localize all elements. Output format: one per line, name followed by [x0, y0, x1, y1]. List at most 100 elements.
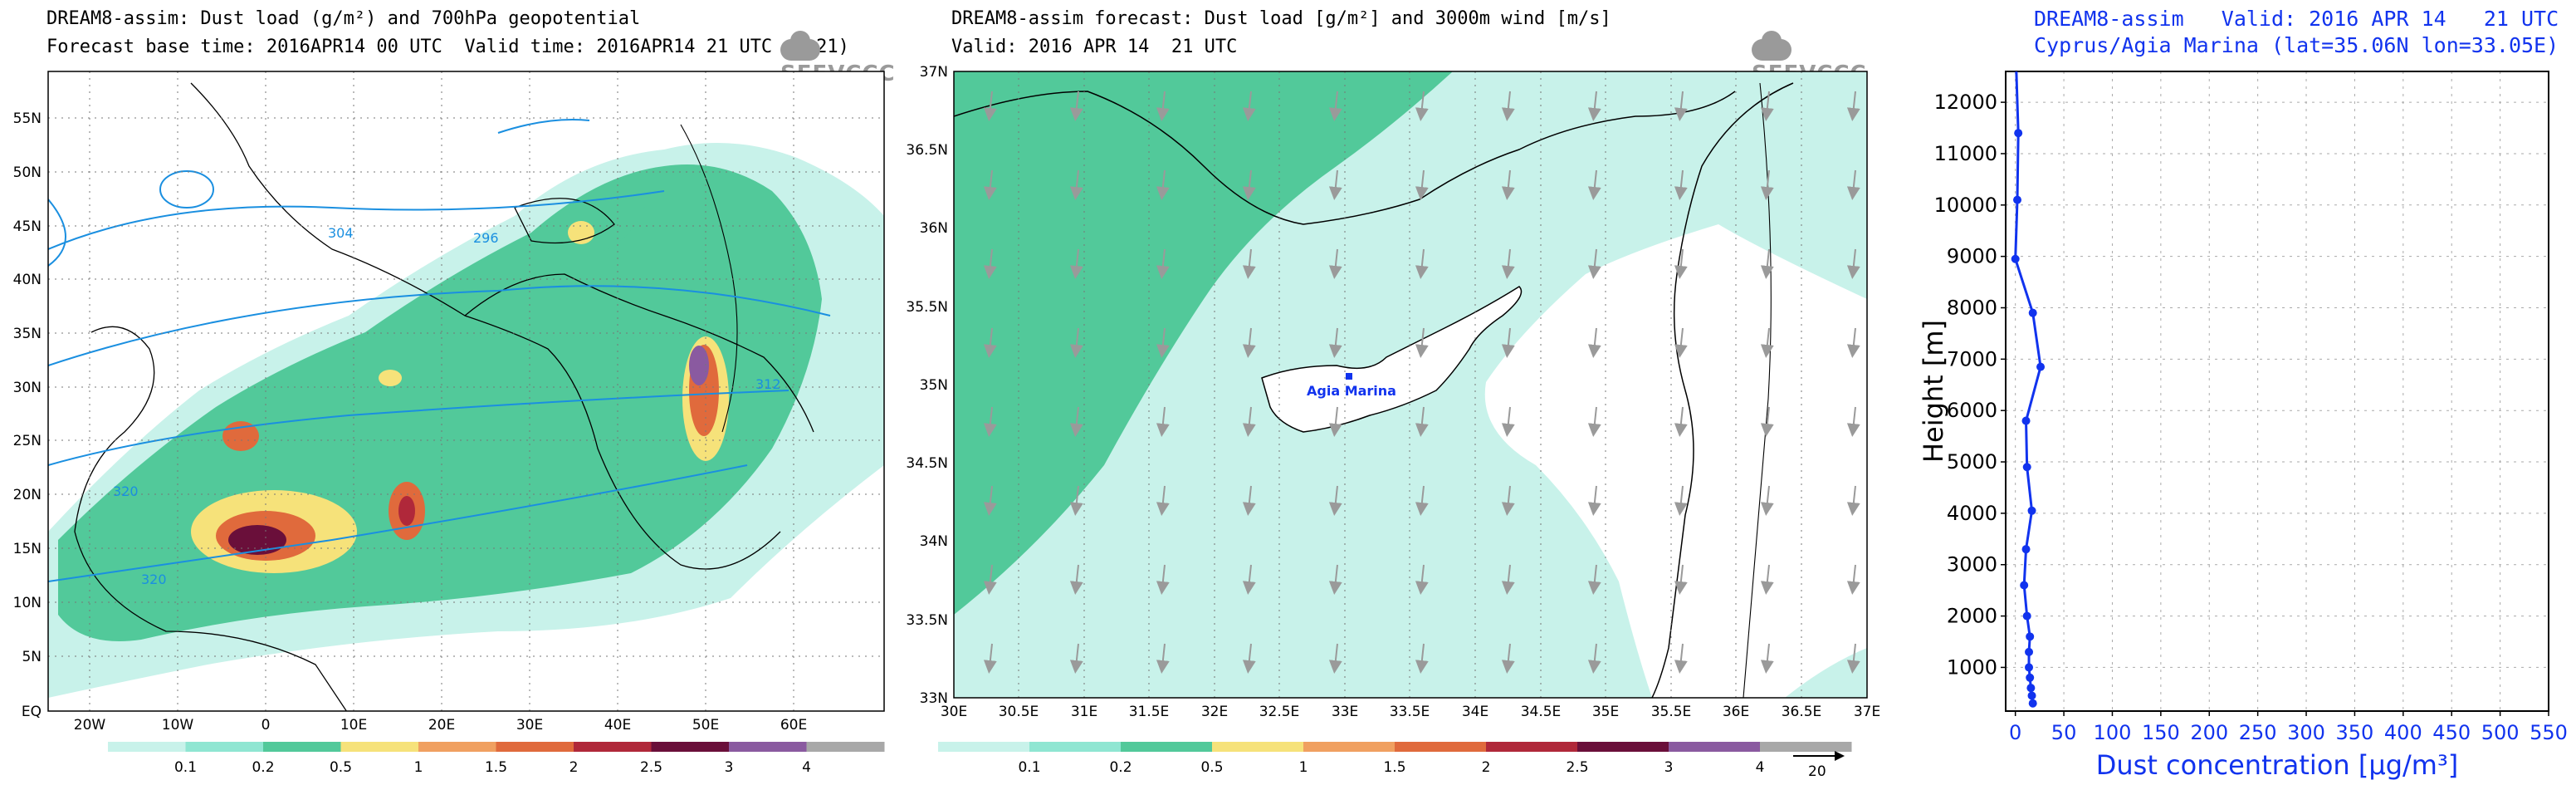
panel-cyprus-map: DREAM8-assim forecast: Dust load [g/m²] … — [905, 0, 1884, 785]
colorbar-segment — [1577, 742, 1669, 752]
wind-arrow — [1846, 643, 1860, 674]
y-tick-label: 2000 — [1947, 605, 1997, 628]
wind-arrow — [1846, 169, 1860, 200]
profile-plot-frame — [2005, 71, 2549, 712]
colorbar-label: 4 — [802, 759, 811, 776]
y-tick-label: 3000 — [1947, 553, 1997, 576]
wind-arrow — [1674, 485, 1688, 516]
wind-arrow — [1501, 327, 1515, 358]
wind-arrow — [983, 248, 997, 279]
colorbar-segment — [1303, 742, 1396, 752]
profile-point — [2036, 362, 2046, 371]
colorbar-label: 0.5 — [1200, 759, 1223, 776]
lat-tick: 35N — [920, 377, 948, 394]
panel-vertical-profile: DREAM8-assim Valid: 2016 APR 14 21 UTC C… — [1901, 0, 2576, 785]
wind-arrow — [1242, 248, 1256, 279]
wind-arrow — [1069, 91, 1083, 121]
profile-point — [2027, 691, 2036, 700]
wind-reference-label: 20 — [1808, 763, 1826, 780]
lon-tick: 30E — [941, 704, 967, 720]
contour-label: 320 — [141, 572, 167, 587]
wind-arrow — [983, 485, 997, 516]
x-tick-label: 400 — [2384, 721, 2422, 744]
wind-arrow — [1587, 406, 1601, 437]
colorbar-segment — [806, 742, 885, 752]
lon-tick: 32.5E — [1259, 704, 1300, 720]
colorbar-segment — [651, 742, 730, 752]
lat-tick: 36.5N — [906, 142, 948, 159]
lat-tick: 40N — [13, 272, 42, 288]
cyprus-coastline — [1261, 286, 1523, 433]
wind-arrow — [1415, 248, 1429, 279]
wind-arrow — [1846, 327, 1860, 358]
wind-arrow — [1760, 485, 1774, 516]
wind-arrow — [983, 406, 997, 437]
wind-arrow — [1069, 485, 1083, 516]
y-tick-label: 12000 — [1934, 91, 1997, 114]
wind-arrow — [1242, 169, 1256, 200]
x-tick-label: 300 — [2287, 721, 2325, 744]
lat-tick: 50N — [13, 164, 42, 181]
lon-tick: 37E — [1854, 704, 1880, 720]
lat-tick: 33.5N — [906, 612, 948, 629]
wind-arrow — [1674, 564, 1688, 595]
y-tick-label: 7000 — [1947, 347, 1997, 370]
wind-arrow — [1760, 643, 1774, 674]
y-tick-label: 5000 — [1947, 450, 1997, 473]
profile-point — [2020, 581, 2029, 590]
profile-point — [2028, 308, 2037, 317]
colorbar-segment — [418, 742, 496, 752]
wind-arrow — [1760, 248, 1774, 279]
lon-tick: 34E — [1462, 704, 1488, 720]
lon-tick: 35E — [1592, 704, 1619, 720]
lon-tick: 10E — [340, 717, 367, 733]
lon-tick: 36.5E — [1782, 704, 1822, 720]
wind-reference-vector: 20 — [1793, 751, 1845, 780]
wind-arrow — [1587, 169, 1601, 200]
wind-arrow — [1415, 327, 1429, 358]
station-label: Agia Marina — [1307, 383, 1396, 399]
lon-tick: 34.5E — [1521, 704, 1562, 720]
wind-arrow — [1328, 327, 1342, 358]
lat-tick: 55N — [13, 110, 42, 127]
wind-arrow — [1587, 91, 1601, 121]
wind-arrow — [1674, 327, 1688, 358]
lat-tick: 33N — [920, 690, 948, 707]
wind-arrow — [1069, 406, 1083, 437]
wind-arrow — [1846, 485, 1860, 516]
wind-arrow — [1069, 248, 1083, 279]
wind-arrow — [1242, 406, 1256, 437]
lon-tick: 60E — [780, 717, 807, 733]
wind-arrow — [1846, 91, 1860, 121]
lon-tick: 31E — [1071, 704, 1097, 720]
wind-arrow — [1242, 485, 1256, 516]
wind-arrow — [983, 564, 997, 595]
colorbar-label: 2 — [1482, 759, 1491, 776]
profile-point — [2021, 545, 2031, 554]
wind-arrow — [1242, 91, 1256, 121]
wind-arrow — [1760, 91, 1774, 121]
profile-chart: 0 50 100 150 200 250 300 350 400 450 500 550 1000 200… — [1918, 71, 2568, 781]
lat-tick: 36N — [920, 220, 948, 237]
wind-arrow — [983, 91, 997, 121]
profile-point — [2026, 684, 2036, 693]
colorbar-segment — [938, 742, 1030, 752]
profile-subtitle: Cyprus/Agia Marina (lat=35.06N lon=33.05… — [2034, 33, 2559, 57]
wind-arrow — [1415, 406, 1429, 437]
wind-arrow — [1328, 169, 1342, 200]
wind-arrow — [1674, 643, 1688, 674]
colorbar-label: 0.1 — [174, 759, 197, 776]
wind-arrow — [1156, 169, 1170, 200]
wind-arrow — [1674, 406, 1688, 437]
panel1-title: DREAM8-assim: Dust load (g/m²) and 700hP… — [46, 8, 641, 29]
colorbar-segment — [1486, 742, 1578, 752]
wind-arrow — [1587, 327, 1601, 358]
panel-regional-map: DREAM8-assim: Dust load (g/m²) and 700hP… — [0, 0, 897, 785]
wind-arrow — [1674, 91, 1688, 121]
colorbar-label: 4 — [1756, 759, 1765, 776]
wind-arrow — [983, 169, 997, 200]
panel1-colorbar: 0.1 0.2 0.5 1 1.5 2 2.5 3 4 — [108, 742, 885, 776]
colorbar-segment — [1760, 742, 1852, 752]
x-tick-label: 150 — [2142, 721, 2180, 744]
colorbar-label: 0.2 — [252, 759, 274, 776]
